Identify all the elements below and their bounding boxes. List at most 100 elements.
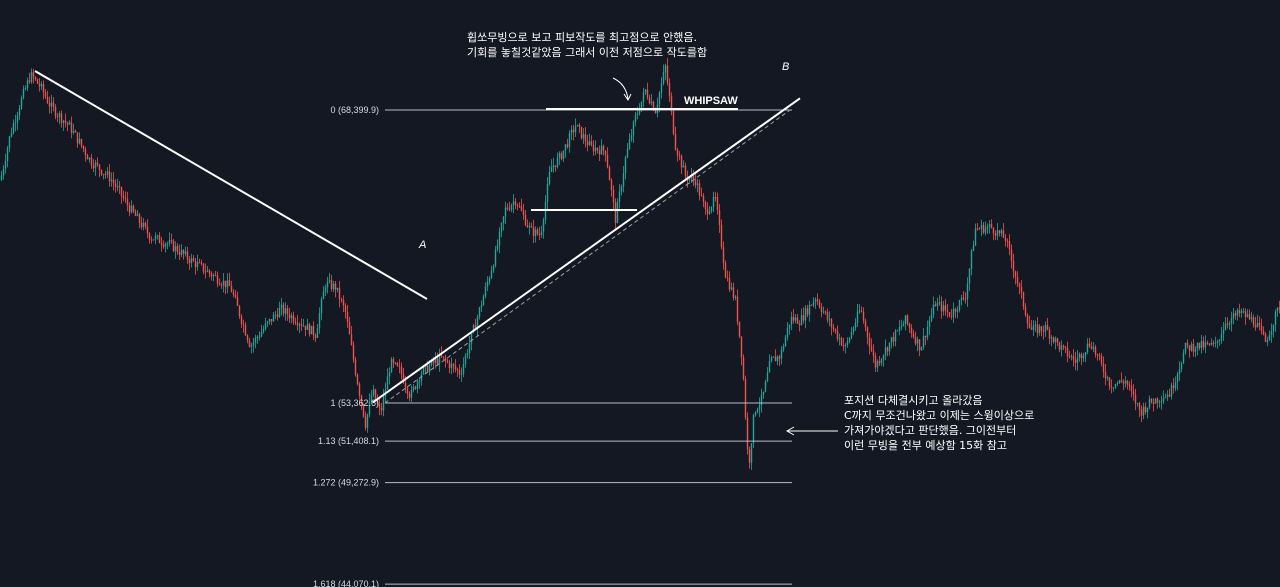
trendline-a[interactable] bbox=[34, 70, 428, 300]
candle-body bbox=[34, 77, 37, 80]
candle-body bbox=[264, 323, 267, 329]
candle-body bbox=[1090, 346, 1093, 349]
candle-body bbox=[1030, 327, 1033, 330]
candle-body bbox=[368, 401, 371, 415]
candle-body bbox=[56, 116, 59, 118]
candle-body bbox=[580, 126, 583, 139]
candle-body bbox=[802, 315, 805, 321]
candle-body bbox=[1196, 342, 1199, 350]
candle-body bbox=[328, 280, 331, 282]
candle-body bbox=[560, 153, 563, 160]
candle-body bbox=[1228, 323, 1231, 325]
drawings[interactable] bbox=[34, 70, 838, 436]
candle-body bbox=[1138, 403, 1141, 410]
whipsaw-label: WHIPSAW bbox=[684, 95, 738, 107]
candle-body bbox=[942, 305, 945, 312]
candle-body bbox=[456, 369, 459, 371]
candle-body bbox=[446, 360, 449, 363]
candle-body bbox=[138, 214, 141, 223]
candle-body bbox=[1262, 330, 1265, 335]
candle-body bbox=[822, 311, 825, 313]
candle-body bbox=[908, 323, 911, 328]
candle-body bbox=[1058, 342, 1061, 350]
candle-body bbox=[1116, 382, 1119, 384]
bottom-note-line-1: 포지션 다체결시키고 올라갔음 bbox=[844, 394, 983, 407]
candle-body bbox=[146, 226, 149, 234]
candle-body bbox=[408, 393, 411, 398]
candle-body bbox=[852, 328, 855, 332]
candle-body bbox=[168, 240, 171, 244]
candle-body bbox=[720, 224, 723, 248]
candle-body bbox=[1124, 380, 1127, 384]
candle-body bbox=[798, 323, 801, 326]
trendline-b[interactable] bbox=[372, 97, 801, 404]
candle-body bbox=[232, 292, 235, 295]
candle-body bbox=[480, 305, 483, 308]
candle-body bbox=[154, 236, 157, 240]
candle-body bbox=[548, 171, 551, 184]
candle-body bbox=[226, 280, 229, 288]
candle-body bbox=[520, 206, 523, 211]
candle-body bbox=[970, 250, 973, 269]
candle-body bbox=[530, 226, 533, 228]
candle-body bbox=[1166, 394, 1169, 398]
candle-body bbox=[1220, 333, 1223, 340]
candle-body bbox=[984, 227, 987, 233]
candle-body bbox=[602, 145, 605, 151]
candle-body bbox=[726, 277, 729, 279]
candle-body bbox=[856, 311, 859, 323]
candle-body bbox=[392, 359, 395, 363]
candle-body bbox=[1040, 326, 1043, 331]
candle-body bbox=[1080, 354, 1083, 359]
candle-body bbox=[290, 315, 293, 319]
candle-body bbox=[366, 414, 369, 428]
candle-body bbox=[792, 316, 795, 321]
candle-body bbox=[962, 297, 965, 299]
candle-body bbox=[350, 334, 353, 345]
candle-body bbox=[754, 411, 757, 416]
candle-body bbox=[1002, 230, 1005, 238]
candle-body bbox=[982, 224, 985, 233]
candle-body bbox=[1234, 313, 1237, 316]
candle-body bbox=[650, 101, 653, 104]
candle-body bbox=[1020, 286, 1023, 293]
candle-body bbox=[276, 314, 279, 318]
bottom-note-line-4: 이런 무빙을 전부 예상함 15화 참고 bbox=[844, 439, 1007, 452]
candle-body bbox=[752, 415, 755, 444]
candle-body bbox=[216, 275, 219, 284]
candle-body bbox=[646, 89, 649, 98]
candle-body bbox=[1240, 311, 1243, 314]
candle-body bbox=[1270, 330, 1273, 335]
candle-body bbox=[210, 273, 213, 277]
candle-body bbox=[1256, 322, 1259, 328]
candle-body bbox=[926, 327, 929, 338]
candle-body bbox=[844, 344, 847, 346]
candle-body bbox=[600, 145, 603, 155]
candle-body bbox=[1178, 369, 1181, 374]
candle-body bbox=[500, 223, 503, 232]
candle-body bbox=[964, 298, 967, 300]
candle-body bbox=[1066, 347, 1069, 357]
candle-body bbox=[1206, 342, 1209, 344]
candle-body bbox=[1158, 401, 1161, 403]
candle-body bbox=[1174, 382, 1177, 389]
candle-body bbox=[796, 317, 799, 324]
candle-body bbox=[598, 150, 601, 155]
trendline-b-parallel[interactable] bbox=[384, 109, 791, 404]
candle-body bbox=[296, 323, 299, 326]
candle-body bbox=[848, 338, 851, 342]
candle-body bbox=[778, 356, 781, 359]
candle-body bbox=[950, 316, 953, 318]
candle-body bbox=[438, 353, 441, 364]
candle-body bbox=[102, 174, 105, 176]
candle-body bbox=[566, 144, 569, 147]
candle-body bbox=[924, 335, 927, 338]
candle-body bbox=[134, 211, 137, 216]
candle-body bbox=[590, 141, 593, 145]
candle-body bbox=[954, 309, 957, 312]
candle-body bbox=[160, 242, 163, 245]
candle-body bbox=[272, 314, 275, 322]
candlestick-series bbox=[0, 57, 1280, 470]
